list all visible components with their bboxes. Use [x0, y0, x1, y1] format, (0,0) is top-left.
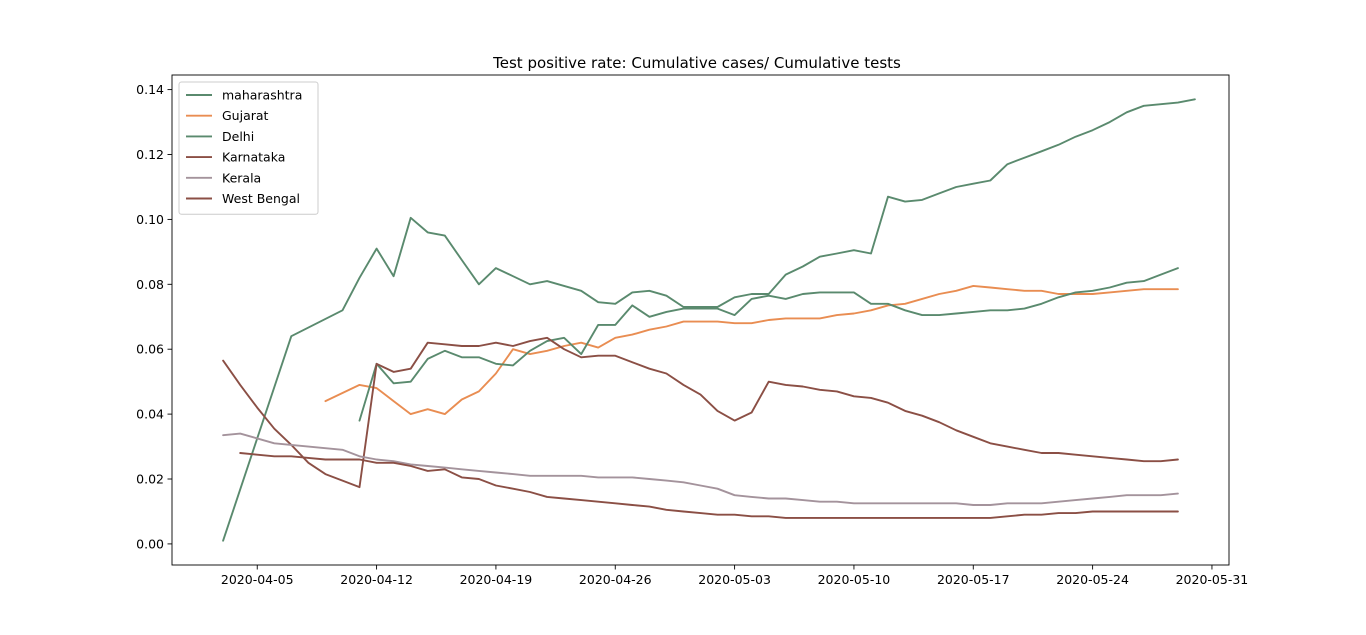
series-line-karnataka: [222, 336, 1179, 489]
legend-label: Karnataka: [222, 150, 285, 165]
x-tick-label: 2020-04-19: [460, 572, 533, 587]
legend: maharashtra Gujarat Delhi Karnataka Kerala We…: [178, 81, 319, 215]
y-tick-label: 0.04: [136, 407, 164, 422]
y-tick-label: 0.00: [136, 536, 164, 551]
legend-label: West Bengal: [222, 191, 300, 206]
y-tick-label: 0.14: [136, 82, 164, 97]
series-line-kerala: [222, 432, 1179, 506]
series-line-west-bengal: [239, 452, 1179, 519]
x-axis: 2020-04-05 2020-04-12 2020-04-19 2020-04-26…: [221, 565, 1248, 587]
series-layer: [222, 98, 1196, 542]
y-tick-label: 0.02: [136, 472, 164, 487]
y-tick-label: 0.10: [136, 212, 164, 227]
x-tick-label: 2020-05-10: [818, 572, 891, 587]
series-line-maharashtra: [222, 98, 1196, 542]
x-tick-label: 2020-05-24: [1056, 572, 1129, 587]
legend-label: Kerala: [222, 170, 261, 185]
y-tick-label: 0.08: [136, 277, 164, 292]
legend-label: Delhi: [222, 129, 254, 144]
x-tick-label: 2020-04-05: [221, 572, 294, 587]
y-tick-label: 0.06: [136, 342, 164, 357]
x-tick-label: 2020-05-17: [937, 572, 1010, 587]
legend-box: [178, 81, 319, 215]
legend-label: maharashtra: [222, 88, 302, 103]
plot-frame: [171, 74, 1230, 566]
series-line-gujarat: [324, 284, 1179, 416]
x-tick-label: 2020-05-31: [1176, 572, 1249, 587]
legend-label: Gujarat: [222, 108, 269, 123]
x-tick-label: 2020-05-03: [698, 572, 771, 587]
y-tick-label: 0.12: [136, 147, 164, 162]
chart-title: Test positive rate: Cumulative cases/ Cu…: [492, 54, 901, 72]
x-tick-label: 2020-04-26: [579, 572, 652, 587]
series-line-delhi: [358, 267, 1179, 422]
y-axis: 0.00 0.02 0.04 0.06 0.08 0.10 0.12 0.14: [136, 82, 172, 551]
x-tick-label: 2020-04-12: [340, 572, 413, 587]
